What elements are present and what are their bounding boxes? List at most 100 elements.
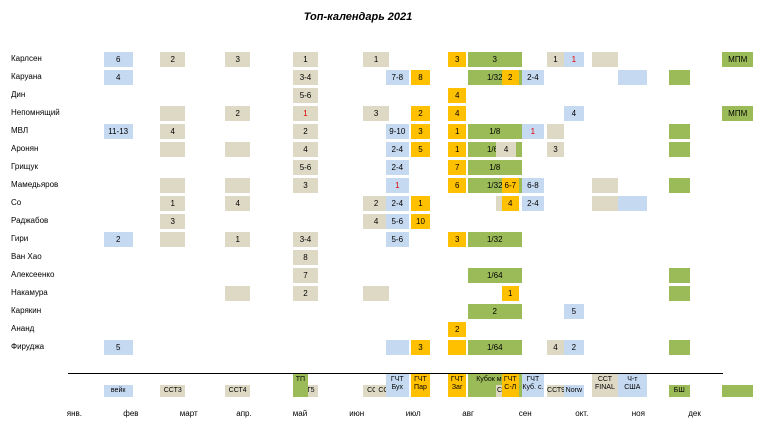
legend-E15: ССТ9 <box>547 385 565 397</box>
result-cell <box>617 196 648 211</box>
result-cell: МПМ <box>722 52 754 67</box>
result-cell <box>363 286 389 301</box>
result-cell: 6-7 <box>501 178 519 193</box>
legend-E16: Norw <box>563 385 584 397</box>
result-cell <box>668 142 690 157</box>
month-label: янв. <box>66 409 82 418</box>
player-name: Ван Хао <box>11 252 42 261</box>
month-label: ноя <box>631 409 645 418</box>
result-cell: 2 <box>292 124 319 139</box>
result-cell: 1 <box>224 232 251 247</box>
result-cell: МПМ <box>722 106 754 121</box>
result-cell: 4 <box>292 142 319 157</box>
player-name: Ананд <box>11 324 35 333</box>
result-cell: 4 <box>103 70 133 85</box>
result-cell: 1 <box>160 196 186 211</box>
result-cell: 2 <box>448 322 467 337</box>
result-cell <box>224 142 251 157</box>
legend-E9: ГЧТ Пар <box>411 374 430 397</box>
result-cell: 6 <box>103 52 133 67</box>
result-cell: 1 <box>363 52 389 67</box>
legend-E1: вейк <box>103 385 133 397</box>
legend-E18: Ч-т США <box>617 374 648 397</box>
result-cell: 2-4 <box>386 196 409 211</box>
player-name: МВЛ <box>11 126 29 135</box>
result-cell <box>668 340 690 355</box>
result-cell <box>224 178 251 193</box>
result-cell <box>160 106 186 121</box>
month-label: июн <box>349 409 365 418</box>
chart-title: Топ-календарь 2021 <box>303 11 413 23</box>
player-name: Раджабов <box>11 216 49 225</box>
month-label: апр. <box>236 409 252 418</box>
result-cell: 1 <box>501 286 519 301</box>
result-cell: 3-4 <box>292 232 319 247</box>
legend-E5: ТП <box>292 374 309 397</box>
result-cell: 2 <box>103 232 133 247</box>
result-cell: 3 <box>292 178 319 193</box>
result-cell: 3-4 <box>292 70 319 85</box>
legend-text: Заг <box>451 384 463 391</box>
result-cell <box>617 70 648 85</box>
result-cell: 5 <box>411 142 430 157</box>
player-name: Алексеенко <box>11 270 55 279</box>
legend-top-text: ГЧТ <box>526 376 540 383</box>
legend-top-text: Кубок мира <box>476 376 514 383</box>
result-cell <box>160 232 186 247</box>
result-cell: 9-10 <box>386 124 409 139</box>
legend-E8: ГЧТ Бух <box>386 374 409 397</box>
result-cell: 1 <box>448 142 467 157</box>
month-label: фев <box>123 409 139 418</box>
player-name: Накамура <box>11 288 48 297</box>
legend-text: БШ <box>673 387 685 394</box>
result-cell: 4 <box>160 124 186 139</box>
result-cell <box>386 340 409 355</box>
result-cell: 4 <box>448 106 467 121</box>
player-name: Гири <box>11 234 29 243</box>
result-cell: 4 <box>547 340 564 355</box>
month-label: окт. <box>575 409 589 418</box>
result-cell: 2 <box>363 196 389 211</box>
result-cell: 1 <box>521 124 545 139</box>
result-cell: 1 <box>411 196 430 211</box>
result-cell: 5 <box>563 304 584 319</box>
result-cell: 1 <box>563 52 584 67</box>
player-name: Со <box>11 198 22 207</box>
legend-text: ССТ3 <box>163 387 182 394</box>
result-cell: 3 <box>363 106 389 121</box>
result-cell: 3 <box>411 340 430 355</box>
result-cell: 2 <box>160 52 186 67</box>
legend-E3: ССТ4 <box>224 385 251 397</box>
result-cell <box>668 286 690 301</box>
result-cell: 10 <box>411 214 430 229</box>
result-cell: 1/64 <box>467 268 522 283</box>
result-cell <box>668 268 690 283</box>
result-cell: 3 <box>224 52 251 67</box>
result-cell: 6-8 <box>521 178 545 193</box>
result-cell: 4 <box>363 214 389 229</box>
legend-E20 <box>722 385 754 397</box>
legend-top-text: ГЧТ <box>414 376 427 383</box>
result-cell: 1/8 <box>467 160 522 175</box>
result-cell <box>592 178 618 193</box>
legend-top-text: ГЧТ <box>390 376 404 383</box>
legend-text: FINAL <box>595 384 615 391</box>
result-cell: 1/32 <box>467 232 522 247</box>
result-cell: 2 <box>411 106 430 121</box>
result-cell: 3 <box>467 52 522 67</box>
month-label: июл <box>405 409 421 418</box>
player-name: Непомнящий <box>11 108 60 117</box>
month-label: авг <box>462 409 474 418</box>
result-cell: 3 <box>448 52 467 67</box>
result-cell: 5-6 <box>292 160 319 175</box>
result-cell: 2 <box>501 70 519 85</box>
legend-E10: ГЧТ Заг <box>448 374 467 397</box>
result-cell: 1 <box>448 124 467 139</box>
result-cell: 4 <box>448 88 467 103</box>
result-cell: 2-4 <box>521 70 545 85</box>
month-label: сен <box>518 409 532 418</box>
result-cell <box>592 52 618 67</box>
player-name: Мамедьяров <box>11 180 59 189</box>
legend-E2: ССТ3 <box>160 385 186 397</box>
